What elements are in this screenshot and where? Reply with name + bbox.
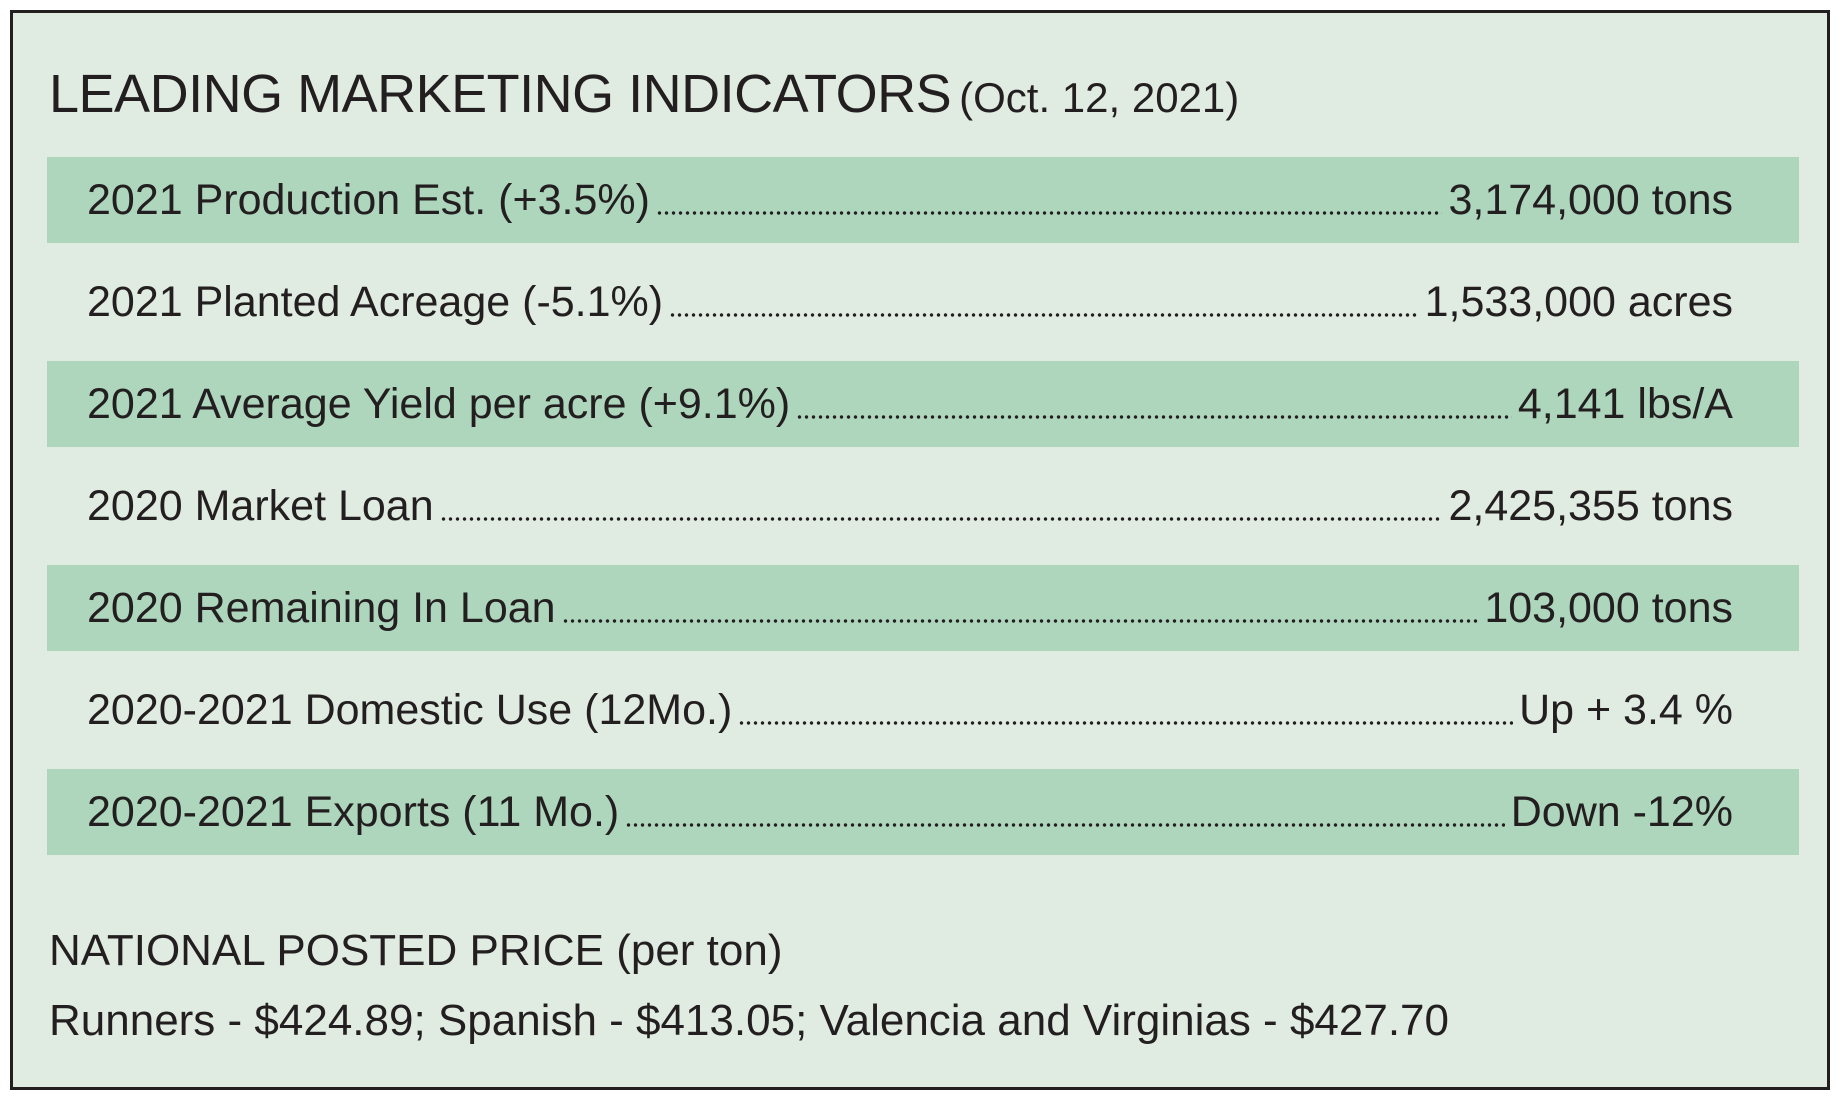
indicator-row-domestic-use: 2020-2021 Domestic Use (12Mo.) Up + 3.4 …	[47, 667, 1799, 753]
indicator-label: 2021 Average Yield per acre (+9.1%)	[87, 379, 791, 428]
national-price-line: Runners - $424.89; Spanish - $413.05; Va…	[49, 996, 1449, 1045]
indicator-row-market-loan: 2020 Market Loan 2,425,355 tons	[47, 463, 1799, 549]
indicator-label: 2020 Market Loan	[87, 481, 434, 530]
indicator-value: 4,141 lbs/A	[1517, 379, 1733, 428]
indicator-value: 103,000 tons	[1484, 583, 1733, 632]
dot-leader	[796, 415, 1512, 419]
indicator-value: Down -12%	[1510, 787, 1733, 836]
indicator-label: 2021 Planted Acreage (-5.1%)	[87, 277, 664, 326]
dot-leader	[561, 619, 1479, 623]
indicator-value: 2,425,355 tons	[1448, 481, 1733, 530]
indicator-label: 2021 Production Est. (+3.5%)	[87, 175, 650, 224]
indicator-label: 2020-2021 Exports (11 Mo.)	[87, 787, 620, 836]
indicator-label: 2020 Remaining In Loan	[87, 583, 556, 632]
dot-leader	[439, 517, 1443, 521]
indicator-row-planted-acreage: 2021 Planted Acreage (-5.1%) 1,533,000 a…	[47, 259, 1799, 345]
title-date: (Oct. 12, 2021)	[959, 74, 1240, 121]
indicator-list: 2021 Production Est. (+3.5%) 3,174,000 t…	[47, 157, 1799, 871]
indicator-row-exports: 2020-2021 Exports (11 Mo.) Down -12%	[47, 769, 1799, 855]
national-price-heading: NATIONAL POSTED PRICE (per ton)	[49, 926, 783, 975]
indicator-value: 3,174,000 tons	[1448, 175, 1733, 224]
dot-leader	[625, 823, 1505, 827]
indicator-value: Up + 3.4 %	[1519, 685, 1733, 734]
indicator-row-production: 2021 Production Est. (+3.5%) 3,174,000 t…	[47, 157, 1799, 243]
panel-title: LEADING MARKETING INDICATORS (Oct. 12, 20…	[49, 67, 1239, 121]
indicator-row-average-yield: 2021 Average Yield per acre (+9.1%) 4,14…	[47, 361, 1799, 447]
indicators-panel: LEADING MARKETING INDICATORS (Oct. 12, 20…	[10, 10, 1830, 1090]
dot-leader	[655, 211, 1443, 215]
dot-leader	[669, 313, 1419, 317]
title-main: LEADING MARKETING INDICATORS	[49, 64, 952, 124]
indicator-value: 1,533,000 acres	[1424, 277, 1733, 326]
indicator-row-remaining-in-loan: 2020 Remaining In Loan 103,000 tons	[47, 565, 1799, 651]
dot-leader	[738, 721, 1514, 725]
indicator-label: 2020-2021 Domestic Use (12Mo.)	[87, 685, 733, 734]
